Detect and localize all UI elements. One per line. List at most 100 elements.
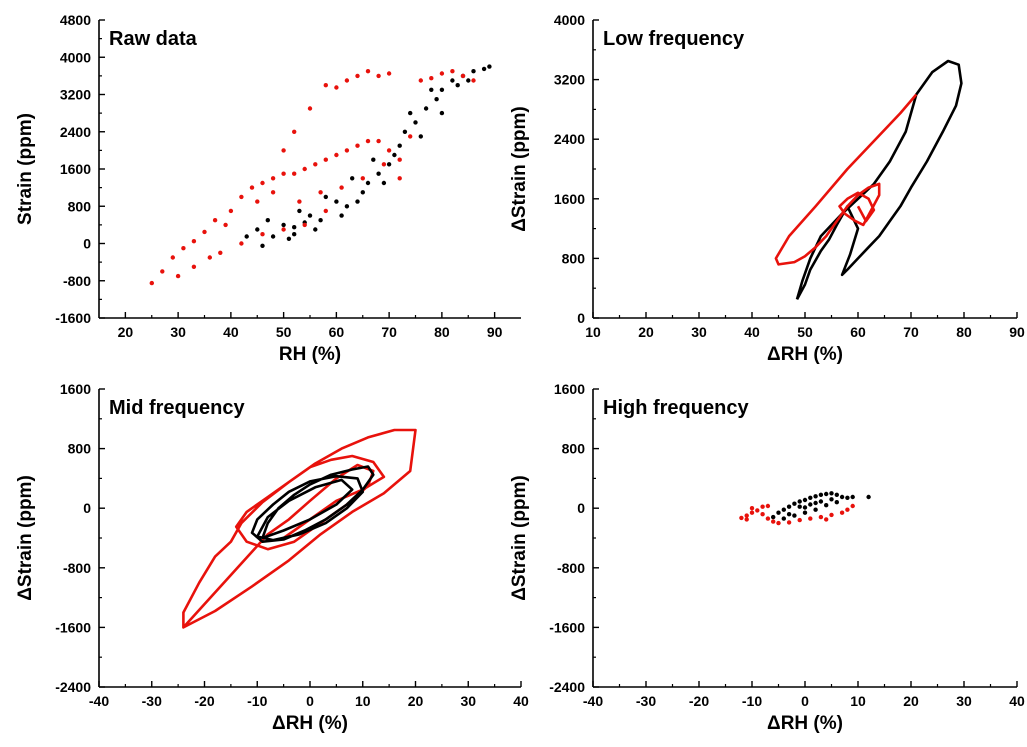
red-data-point [850, 503, 855, 509]
red-data-point [818, 514, 824, 520]
black-data-point [813, 494, 818, 499]
black-data-point [850, 494, 855, 500]
x-tick-label: 50 [276, 324, 292, 340]
plot-area [149, 64, 492, 286]
red-data-point [760, 504, 765, 509]
red-data-point [207, 255, 212, 260]
red-data-point [760, 512, 765, 517]
red-data-point [344, 148, 350, 153]
y-tick-label: -2400 [549, 679, 585, 695]
black-data-point [381, 180, 387, 186]
red-data-point [323, 83, 328, 88]
red-data-point [239, 194, 244, 200]
black-data-point [408, 110, 413, 116]
black-data-point [371, 157, 376, 162]
red-data-point [181, 246, 186, 251]
y-tick-label: -1600 [549, 619, 585, 635]
x-tick-label: 40 [744, 324, 760, 340]
x-tick-label: -20 [689, 693, 709, 709]
x-tick-label: -40 [89, 693, 109, 709]
black-series-line [250, 465, 375, 543]
y-tick-label: -800 [63, 273, 91, 289]
x-tick-label: 30 [956, 693, 972, 709]
y-tick-label: 4000 [554, 12, 585, 28]
y-tick-label: 2400 [60, 124, 91, 140]
black-data-point [286, 236, 292, 241]
y-tick-label: 800 [562, 250, 586, 266]
red-series-line [182, 428, 417, 629]
y-tick-label: 1600 [554, 381, 585, 397]
x-tick-label: -20 [194, 693, 214, 709]
x-axis-label: ΔRH (%) [272, 713, 348, 734]
y-tick-label: -800 [63, 560, 91, 576]
black-data-point [481, 66, 487, 72]
red-data-point [228, 208, 234, 214]
y-tick-label: -1600 [55, 310, 91, 326]
panel-raw-data: 20 30 40 50 60 70 80 90 -1600 -800 0 800 1600 2400 320… [15, 12, 521, 365]
red-data-point [749, 506, 755, 511]
black-data-point [265, 218, 270, 223]
red-data-point [218, 250, 223, 255]
panel-mid-frequency: -40 -30 -20 -10 0 10 20 30 40 -2400 -1600 -800 0 800 1… [15, 381, 529, 734]
black-data-point [802, 497, 808, 503]
black-data-point [487, 64, 492, 69]
black-data-point [786, 512, 792, 517]
black-data-point [292, 225, 297, 230]
panel-title: Mid frequency [109, 397, 245, 419]
red-data-point [808, 516, 813, 521]
panel-low-frequency: 10 20 30 40 50 60 70 80 90 0 800 1600 2400 3200 4000 Lo… [509, 12, 1025, 365]
black-data-point [429, 87, 434, 93]
red-data-point [381, 162, 387, 167]
black-data-point [808, 495, 813, 500]
black-data-point [313, 227, 318, 232]
x-tick-label: 20 [903, 693, 919, 709]
black-data-point [255, 227, 260, 232]
red-data-point [365, 69, 371, 74]
plot-area [774, 59, 963, 301]
black-data-point [839, 494, 845, 500]
black-data-point [397, 143, 402, 148]
black-data-point [402, 129, 408, 134]
red-data-point [776, 520, 781, 526]
black-data-point [792, 501, 797, 506]
red-data-point [297, 199, 302, 204]
black-data-point [339, 213, 344, 218]
red-data-point [360, 176, 365, 181]
y-axis-label: ΔStrain (ppm) [509, 475, 530, 601]
red-data-point [281, 148, 286, 153]
black-data-point [334, 199, 339, 204]
red-data-point [439, 71, 445, 76]
red-data-point [471, 78, 476, 83]
red-data-point [292, 129, 297, 134]
y-tick-label: 3200 [60, 87, 91, 103]
x-tick-label: 40 [223, 324, 239, 340]
x-tick-label: 20 [638, 324, 654, 340]
black-data-point [802, 505, 808, 510]
red-data-point [397, 176, 402, 181]
x-tick-label: 80 [956, 324, 972, 340]
red-data-point [175, 273, 181, 279]
red-data-point [255, 199, 260, 204]
red-data-point [765, 516, 771, 521]
black-data-point [824, 491, 829, 497]
black-data-point [813, 507, 818, 512]
panel-title: High frequency [603, 397, 749, 419]
red-series-line [774, 93, 918, 266]
x-tick-label: 70 [903, 324, 919, 340]
red-data-point [313, 162, 318, 167]
black-data-point [834, 492, 839, 497]
x-tick-label: 50 [797, 324, 813, 340]
red-data-point [191, 239, 197, 244]
x-tick-label: 30 [170, 324, 186, 340]
black-data-point [292, 232, 297, 237]
y-tick-label: 800 [68, 198, 92, 214]
black-data-point [344, 204, 350, 209]
black-data-point [845, 495, 850, 500]
black-data-point [350, 176, 355, 181]
red-data-point [334, 152, 339, 158]
black-data-point [771, 514, 776, 520]
x-tick-label: -30 [142, 693, 162, 709]
red-data-point [749, 510, 755, 515]
black-data-point [376, 171, 381, 176]
x-tick-label: 0 [801, 693, 809, 709]
